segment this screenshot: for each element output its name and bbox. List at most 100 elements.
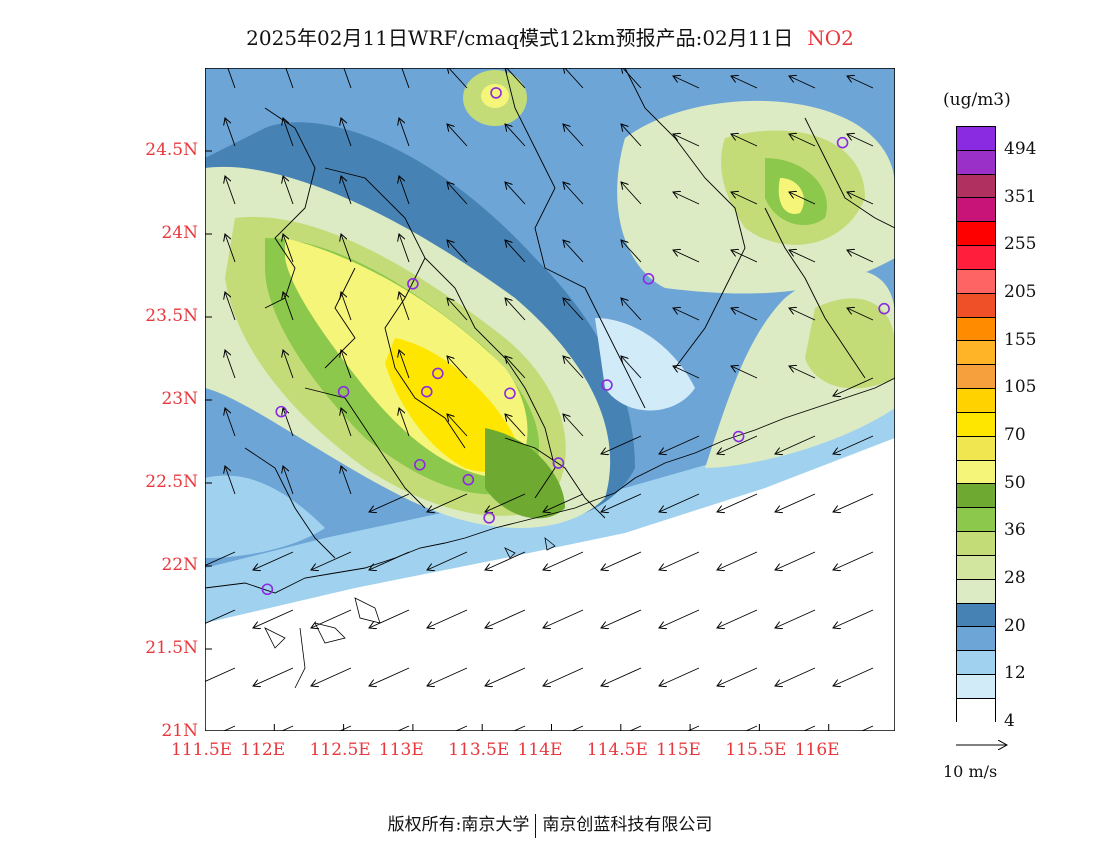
wind-vector (283, 292, 294, 321)
wind-vector (338, 725, 352, 731)
wind-vector (283, 350, 294, 379)
colorbar-swatch (957, 293, 995, 318)
wind-vector (399, 118, 410, 147)
wind-vector (369, 493, 410, 512)
colorbar-level-label: 205 (1004, 281, 1037, 302)
colorbar-level-label: 20 (1004, 615, 1026, 636)
wind-vector (789, 366, 816, 379)
station-marker (504, 387, 516, 400)
wind-vector (341, 350, 352, 379)
wind-vector (225, 292, 236, 321)
wind-vector (563, 356, 584, 379)
wind-vector (222, 725, 236, 731)
colorbar-level-label: 4 (1004, 711, 1015, 731)
wind-vector (775, 493, 816, 512)
lon-label: 113E (378, 740, 424, 760)
lat-label: 21N (161, 721, 198, 741)
wind-vector (341, 466, 352, 495)
station-marker (836, 136, 849, 149)
wind-vector (225, 176, 236, 205)
station-marker (462, 473, 475, 486)
colorbar-swatch (957, 627, 995, 652)
wind-vector (505, 124, 526, 147)
wind-vector (731, 192, 758, 205)
wind-vector (369, 667, 410, 686)
wind-vector (775, 609, 816, 628)
wind-vector (447, 240, 468, 263)
wind-vector (621, 240, 642, 263)
lon-label: 112.5E (309, 740, 371, 760)
colorbar-swatch (957, 222, 995, 247)
wind-vector (860, 725, 874, 731)
wind-vector (847, 308, 874, 321)
wind-vector (399, 350, 410, 379)
wind-vector (311, 667, 352, 686)
wind-vector (717, 493, 758, 512)
map-title: 2025年02月11日WRF/cmaq模式12km预报产品:02月11日 NO2 (0, 22, 1100, 51)
wind-vector (601, 609, 642, 628)
colorbar-swatch (957, 127, 995, 151)
wind-vector (775, 667, 816, 686)
wind-vector (775, 435, 816, 454)
station-marker (642, 273, 655, 285)
wind-vector (673, 134, 700, 147)
wind-vector (673, 366, 700, 379)
wind-vector (341, 408, 352, 437)
wind-vector (659, 551, 700, 570)
wind-vector (621, 356, 642, 379)
wind-vector (731, 76, 758, 89)
wind-vector (686, 725, 700, 731)
wind-vector (512, 725, 526, 731)
colorbar-swatch (957, 484, 995, 509)
station-marker (261, 583, 274, 596)
wind-vector (485, 493, 526, 512)
sw-light-blue (205, 475, 325, 558)
wind-vector (731, 134, 758, 147)
wind-vector (454, 725, 468, 731)
wind-vector (673, 192, 700, 205)
copyright-university: 版权所有:南京大学 (387, 815, 530, 835)
lon-label: 113.5E (448, 740, 510, 760)
station-marker (420, 385, 433, 398)
wind-vector (253, 667, 294, 686)
wind-vector (485, 609, 526, 628)
reference-vector-label: 10 m/s (943, 762, 998, 781)
concentration-map (205, 68, 895, 731)
colorbar-level-label: 70 (1004, 424, 1026, 445)
wind-vector (485, 551, 526, 570)
wind-vector (285, 68, 294, 89)
colorbar-level-label: 351 (1004, 186, 1037, 207)
lon-label: 114E (517, 740, 563, 760)
station-marker (490, 87, 502, 99)
pollutant-label: NO2 (807, 26, 854, 50)
wind-vector (399, 176, 410, 205)
wind-vector (731, 366, 758, 379)
wind-vector (659, 667, 700, 686)
wind-vector (341, 292, 352, 321)
wind-vector (744, 725, 758, 731)
wind-vector (659, 435, 700, 454)
wind-vector (399, 292, 410, 321)
wind-vector (847, 250, 874, 263)
wind-vector (659, 493, 700, 512)
wind-vector (396, 725, 410, 731)
wind-vector (401, 68, 410, 89)
lat-label: 21.5N (145, 638, 198, 658)
reference-vector-arrow (956, 738, 1011, 752)
colorbar-swatch (957, 389, 995, 413)
wind-vector (621, 124, 642, 147)
wind-vector (505, 298, 526, 321)
wind-vector (427, 667, 468, 686)
lat-label: 24.5N (145, 140, 198, 160)
wind-vector (505, 182, 526, 205)
copyright-footer: 版权所有:南京大学 南京创蓝科技有限公司 (0, 810, 1100, 838)
colorbar-level-label: 36 (1004, 520, 1026, 541)
station-marker (275, 405, 288, 418)
wind-vector (775, 551, 816, 570)
colorbar-level-label: 105 (1004, 377, 1037, 398)
wind-vector (563, 414, 584, 437)
wind-vector (621, 298, 642, 321)
wind-vector (505, 414, 526, 437)
wind-vector (225, 408, 236, 437)
copyright-company: 南京创蓝科技有限公司 (542, 815, 713, 835)
